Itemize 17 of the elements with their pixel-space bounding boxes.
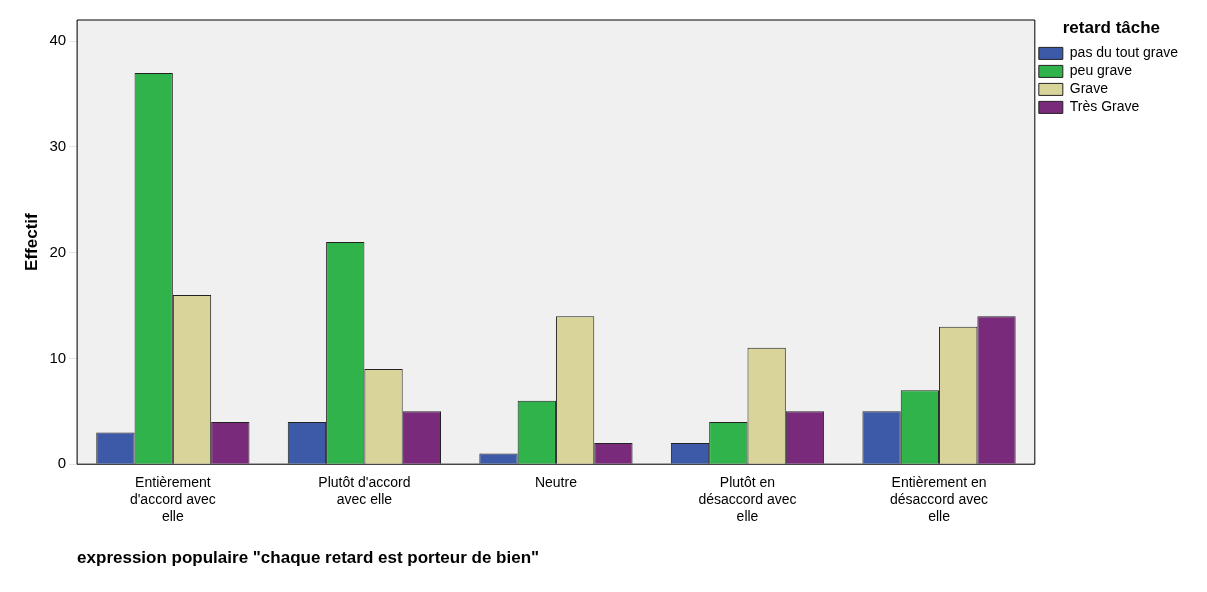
legend-label: Grave <box>1069 80 1109 97</box>
y-tick-label: 30 <box>49 137 67 155</box>
legend-title: retard tâche <box>1062 18 1161 38</box>
y-tick-label: 0 <box>57 454 67 472</box>
y-tick-label: 40 <box>49 31 67 49</box>
x-axis-title: expression populaire "chaque retard est porteur de bien" <box>77 548 540 568</box>
x-tick-label: Plutôt d'accord avec elle <box>318 474 411 508</box>
x-tick-label: Entièrement en désaccord avec elle <box>890 474 989 525</box>
x-tick-label: Neutre <box>534 474 578 491</box>
y-tick-label: 10 <box>49 348 67 366</box>
x-tick-label: Plutôt en désaccord avec elle <box>698 474 797 525</box>
legend-label: Très Grave <box>1069 98 1140 115</box>
legend-label: pas du tout grave <box>1069 44 1179 61</box>
y-axis-title: Effectif <box>21 212 41 271</box>
x-tick-label: Entièrement d'accord avec elle <box>129 474 216 525</box>
legend-label: peu grave <box>1069 62 1133 79</box>
y-tick-label: 20 <box>49 242 67 260</box>
